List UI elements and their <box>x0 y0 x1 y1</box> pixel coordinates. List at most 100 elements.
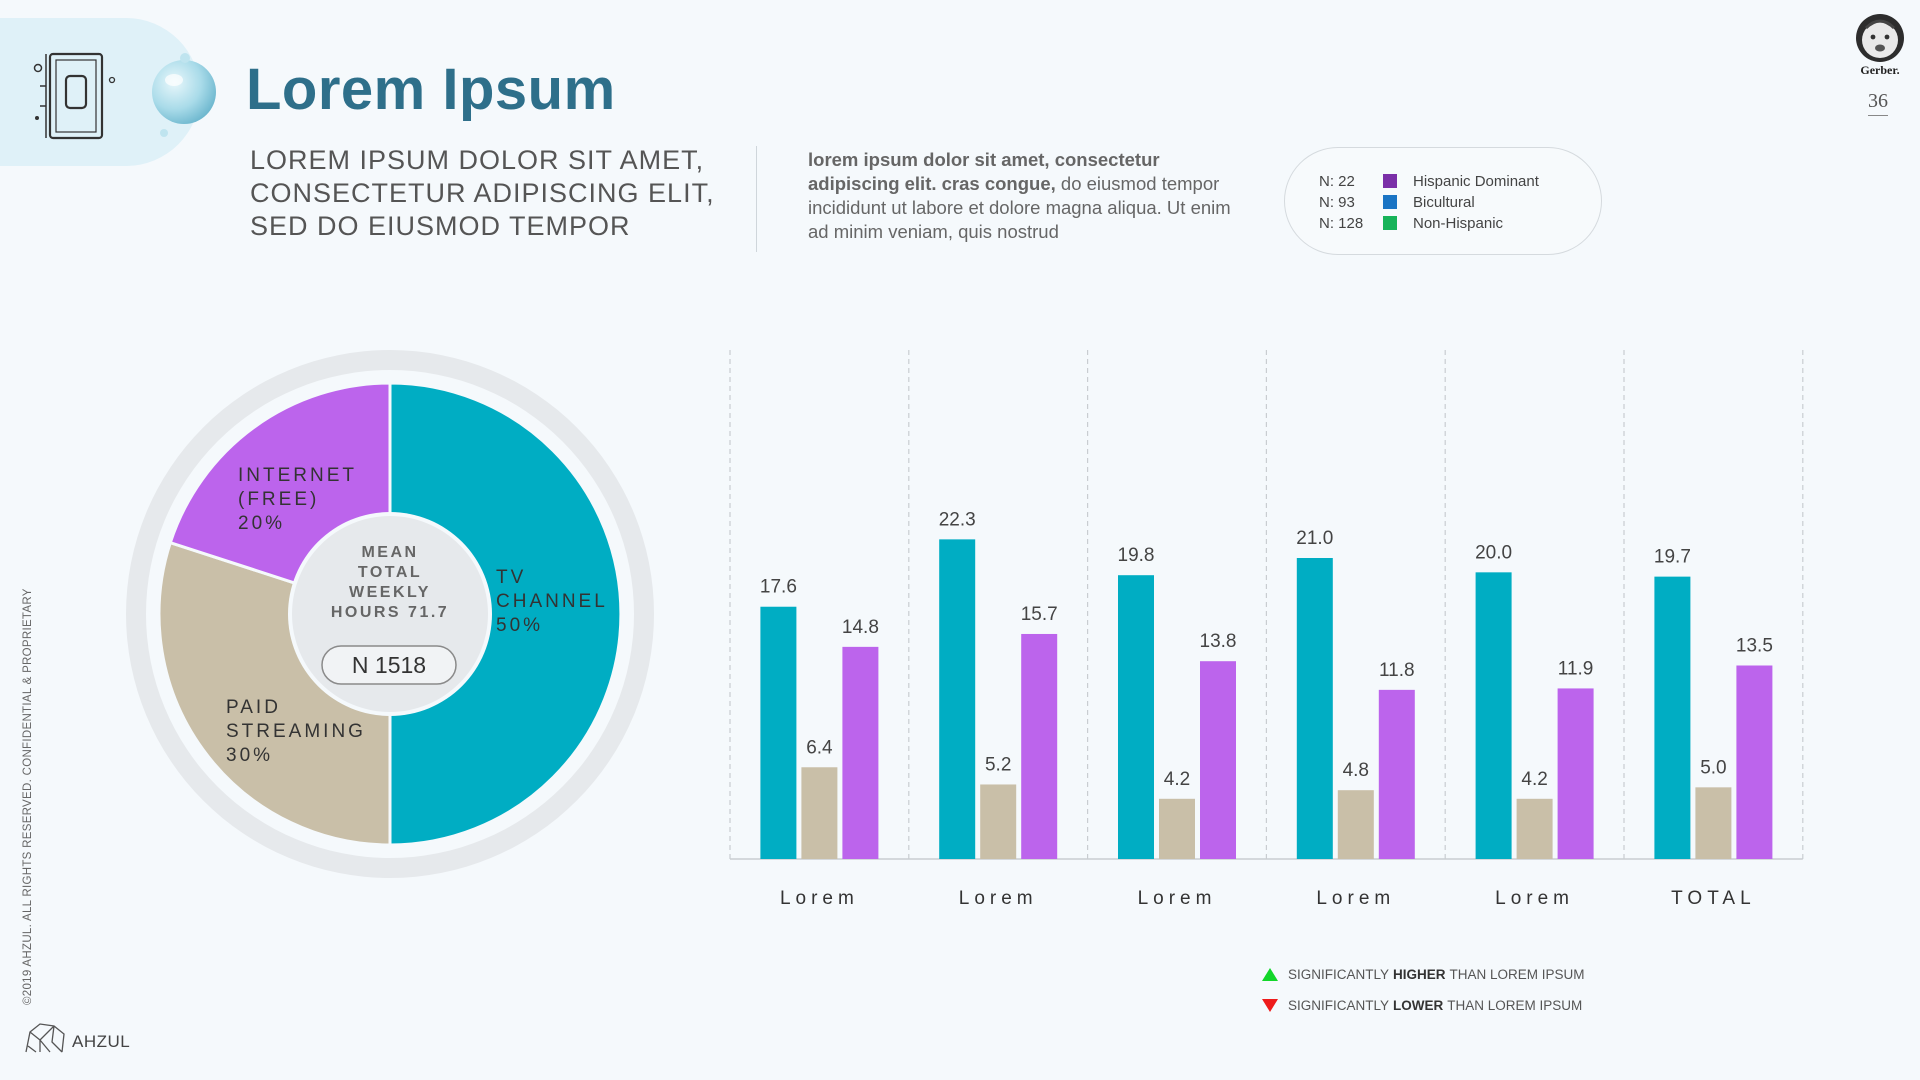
significance-higher: SIGNIFICANTLY HIGHER THAN LOREM IPSUM <box>1262 967 1585 982</box>
category-label: Lorem <box>1495 888 1574 909</box>
significance-lower: SIGNIFICANTLY LOWER THAN LOREM IPSUM <box>1262 998 1582 1013</box>
bar <box>1695 787 1732 859</box>
legend-row: N: 93 Bicultural <box>1319 192 1475 212</box>
bar <box>1736 665 1773 859</box>
bar-value-label: 20.0 <box>1475 542 1512 563</box>
bubble-decoration <box>152 53 216 137</box>
donut-slice-label: 20% <box>238 513 285 534</box>
bar-value-label: 21.0 <box>1296 528 1333 549</box>
gerber-logo: Gerber. <box>1856 14 1904 77</box>
elephant-logo-icon <box>25 1023 65 1053</box>
legend-row: N: 22 Hispanic Dominant <box>1319 171 1539 191</box>
donut-slice-label: 50% <box>496 615 543 636</box>
description-text: do eiusmod tempor incididunt ut labore e… <box>808 173 1231 242</box>
bar-value-label: 13.8 <box>1200 631 1237 652</box>
bar <box>1159 798 1195 859</box>
legend-label: Bicultural <box>1413 193 1475 211</box>
bar-value-label: 4.2 <box>1164 769 1190 790</box>
bar <box>1378 689 1415 859</box>
sig-text: THAN LOREM IPSUM <box>1447 998 1583 1013</box>
legend-swatch <box>1383 174 1397 188</box>
bar <box>801 767 838 859</box>
donut-slice-label: INTERNET <box>238 465 357 486</box>
donut-center-label: TOTAL <box>358 564 422 581</box>
bar-value-label: 14.8 <box>842 617 879 638</box>
category-label: Lorem <box>1316 888 1395 909</box>
description: lorem ipsum dolor sit amet, consectetur … <box>808 148 1248 244</box>
bar <box>1516 798 1553 859</box>
category-label: Lorem <box>1138 888 1217 909</box>
bar-value-label: 11.9 <box>1558 658 1594 679</box>
category-label: TOTAL <box>1671 888 1755 909</box>
bar <box>1118 575 1154 859</box>
legend-label: Hispanic Dominant <box>1413 172 1539 190</box>
legend-n: N: 93 <box>1319 193 1355 211</box>
triangle-down-icon <box>1262 999 1278 1012</box>
hours-bar-chart: 17.6 6.4 14.8 22.3 5.2 15.7 19.8 4.2 13.8 21.0 4.8… <box>729 350 1804 909</box>
bar-value-label: 5.2 <box>985 754 1011 775</box>
donut-center-label: HOURS 71.7 <box>331 604 449 621</box>
bar <box>1021 633 1058 859</box>
bar-value-label: 5.0 <box>1700 757 1726 778</box>
bar <box>1200 661 1236 859</box>
legend-n: N: 128 <box>1319 214 1364 232</box>
bar-value-label: 13.5 <box>1736 636 1773 657</box>
bar <box>1337 790 1374 859</box>
description-bold: lorem ipsum dolor sit amet, consectetur … <box>808 149 1160 194</box>
donut-slice-label: STREAMING <box>226 721 366 742</box>
bar <box>1475 572 1512 859</box>
subtitle: LOREM IPSUM DOLOR SIT AMET, CONSECTETUR … <box>250 144 740 243</box>
legend-row: N: 128 Non-Hispanic <box>1319 213 1503 233</box>
subtitle-line: SED DO EIUSMOD TEMPOR <box>250 211 631 241</box>
subtitle-line: LOREM IPSUM DOLOR SIT AMET, <box>250 145 705 175</box>
subtitle-line: CONSECTETUR ADIPISCING ELIT, <box>250 178 715 208</box>
legend-swatch <box>1383 216 1397 230</box>
bar <box>980 784 1017 859</box>
donut-center-label: WEEKLY <box>349 584 431 601</box>
bar-value-label: 6.4 <box>806 737 833 758</box>
bar-value-label: 4.2 <box>1521 769 1547 790</box>
legend-swatch <box>1383 195 1397 209</box>
donut-slice <box>388 381 623 847</box>
media-share-donut-chart: MEAN TOTAL WEEKLY HOURS 71.7 N 1518 TV CHANN… <box>126 350 654 878</box>
bar-value-label: 19.8 <box>1118 545 1155 566</box>
device-icon <box>33 52 116 140</box>
donut-slice-label: CHANNEL <box>496 591 608 612</box>
sig-text: SIGNIFICANTLY <box>1288 998 1390 1013</box>
bar-value-label: 4.8 <box>1343 760 1369 781</box>
category-label: Lorem <box>959 888 1038 909</box>
sig-emphasis: HIGHER <box>1393 967 1446 982</box>
category-label: Lorem <box>780 888 859 909</box>
bar-value-label: 19.7 <box>1654 547 1691 568</box>
bar-value-label: 15.7 <box>1021 604 1058 625</box>
copyright-notice: ©2019 AHZUL. ALL RIGHTS RESERVED. CONFID… <box>22 588 34 1005</box>
bar <box>1296 558 1333 859</box>
sample-size-label: N 1518 <box>352 652 426 678</box>
sig-text: SIGNIFICANTLY <box>1288 967 1390 982</box>
bar <box>760 606 797 859</box>
bar <box>842 646 879 859</box>
donut-slice-label: 30% <box>226 745 273 766</box>
donut-center-label: MEAN <box>361 544 418 561</box>
gerber-logo-text: Gerber. <box>1860 63 1899 77</box>
donut-slice-label: TV <box>496 567 526 588</box>
sig-emphasis: LOWER <box>1393 998 1444 1013</box>
bar-value-label: 17.6 <box>760 577 797 598</box>
header-divider <box>756 146 757 252</box>
donut-slice-label: (FREE) <box>238 489 319 510</box>
triangle-up-icon <box>1262 968 1278 981</box>
legend-n: N: 22 <box>1319 172 1355 190</box>
bar-value-label: 11.8 <box>1379 660 1415 681</box>
donut-slice-label: PAID <box>226 697 281 718</box>
legend-label: Non-Hispanic <box>1413 214 1504 232</box>
bar <box>939 539 976 859</box>
segment-legend: N: 22 Hispanic Dominant N: 93 Bicultural… <box>1284 147 1602 255</box>
page-title: Lorem Ipsum <box>246 57 616 122</box>
bar-value-label: 22.3 <box>939 509 976 530</box>
sig-text: THAN LOREM IPSUM <box>1449 967 1585 982</box>
sample-size-badge <box>321 645 457 685</box>
page-number: 36 <box>1868 90 1888 116</box>
bar <box>1557 688 1594 859</box>
bar <box>1654 576 1691 859</box>
footer-brand: AHZUL <box>72 1032 131 1051</box>
